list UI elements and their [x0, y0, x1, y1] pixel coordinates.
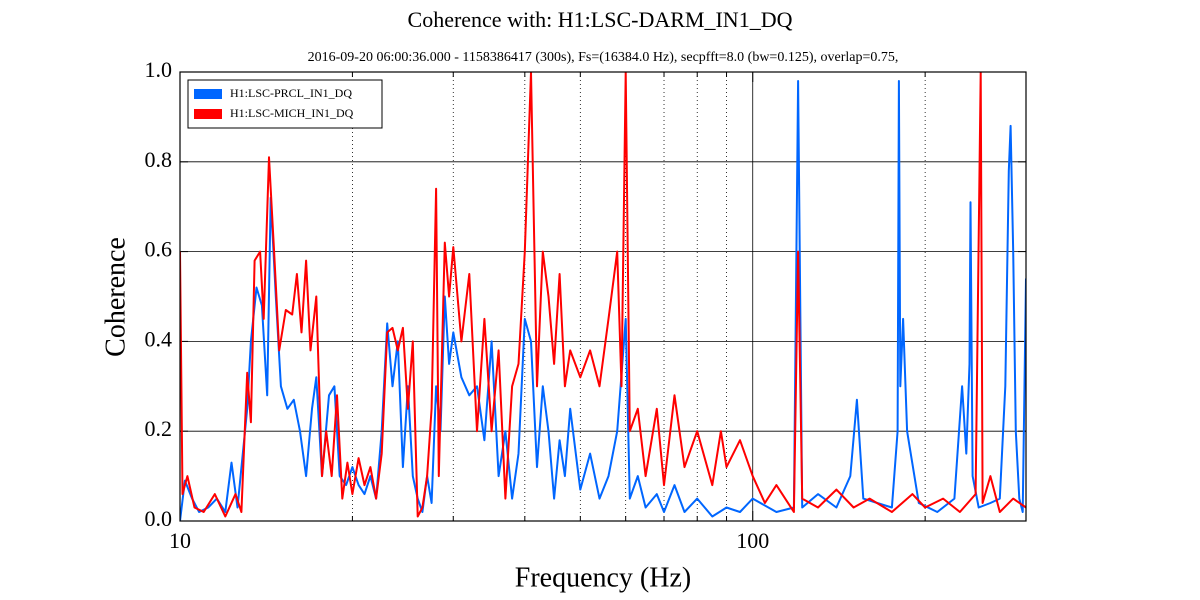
y-tick-label: 0.0	[145, 506, 173, 531]
chart-title: Coherence with: H1:LSC-DARM_IN1_DQ	[408, 7, 793, 32]
y-axis-label: Coherence	[100, 237, 131, 357]
plot-frame	[179, 71, 1027, 522]
x-tick-label: 100	[736, 528, 769, 553]
legend-swatch	[194, 89, 222, 99]
y-tick-label: 0.6	[145, 237, 173, 262]
x-axis-label: Frequency (Hz)	[515, 562, 691, 593]
y-tick-label: 1.0	[145, 57, 173, 82]
chart-subtitle: 2016-09-20 06:00:36.000 - 1158386417 (30…	[308, 50, 899, 65]
series-line	[180, 80, 1026, 521]
legend-box	[187, 79, 383, 129]
legend-label: H1:LSC-PRCL_IN1_DQ	[230, 86, 352, 100]
y-tick-label: 0.2	[145, 416, 173, 441]
y-tick-label: 0.4	[145, 326, 173, 351]
series-line	[180, 72, 1026, 518]
y-tick-label: 0.8	[145, 147, 173, 172]
legend-label: H1:LSC-MICH_IN1_DQ	[230, 106, 354, 120]
x-tick-label: 10	[169, 528, 191, 553]
legend-swatch	[194, 109, 222, 119]
